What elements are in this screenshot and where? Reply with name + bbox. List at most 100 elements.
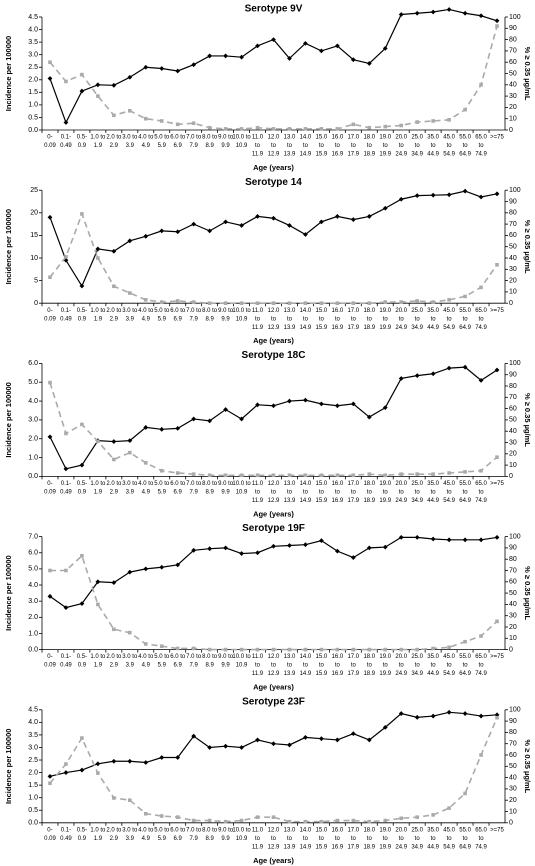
marker <box>415 299 419 303</box>
y2-tick-label: 50 <box>509 417 517 424</box>
x-tick-label: to <box>383 143 389 149</box>
marker <box>334 43 340 49</box>
marker <box>175 815 180 819</box>
x-tick-label: 0- <box>47 308 52 314</box>
x-tick-label: 14.0 <box>300 135 312 141</box>
marker <box>367 647 372 652</box>
marker <box>191 221 197 227</box>
x-axis-title: Age (years) <box>253 336 294 345</box>
chart-title: Serotype 23F <box>242 696 305 707</box>
x-tick-label: 0.9 <box>78 489 87 495</box>
marker <box>319 301 324 305</box>
x-tick-label: 45.0 <box>443 308 455 314</box>
marker <box>383 473 388 478</box>
x-tick-label: 15.9 <box>316 844 328 850</box>
marker <box>79 283 85 289</box>
marker <box>303 301 308 305</box>
x-tick-label: 12.9 <box>268 671 280 677</box>
x-tick-label: 14.0 <box>300 308 312 314</box>
x-tick-label: 12.0 <box>268 481 280 487</box>
y2-tick-label: 30 <box>509 266 517 273</box>
y2-tick-label: 0 <box>509 127 513 134</box>
marker <box>207 125 212 130</box>
y2-tick-label: 0 <box>509 646 513 653</box>
y-tick-label: 1.0 <box>28 454 38 461</box>
x-tick-label: to <box>447 143 453 149</box>
x-tick-label: to <box>431 143 437 149</box>
x-tick-label: 0.09 <box>44 836 56 842</box>
x-tick-label: 14.0 <box>300 654 312 660</box>
x-tick-label: to <box>287 316 293 322</box>
x-tick-label: 8.0 to <box>202 135 218 141</box>
marker <box>398 535 404 540</box>
marker <box>351 473 356 478</box>
x-tick-label: 5.9 <box>158 489 167 495</box>
marker <box>351 818 356 823</box>
x-tick-label: 18.9 <box>363 844 375 850</box>
marker <box>48 60 52 64</box>
y-tick-label: 2.5 <box>28 757 38 764</box>
marker <box>398 12 404 17</box>
x-tick-label: 11.9 <box>252 325 264 331</box>
x-tick-label: 0.5- <box>77 308 87 314</box>
y2-tick-label: 100 <box>509 360 521 367</box>
x-tick-label: 54.9 <box>443 498 455 504</box>
x-tick-label: 10.9 <box>236 663 248 669</box>
marker <box>239 416 244 422</box>
marker <box>351 647 356 652</box>
x-tick-label: 3.0 to <box>122 827 138 833</box>
x-tick-label: 7.0 to <box>186 481 202 487</box>
y2-tick-label: 80 <box>509 383 517 390</box>
marker <box>47 214 53 220</box>
y2-tick-label: 30 <box>509 93 517 100</box>
marker <box>128 450 132 455</box>
x-tick-label: 10.9 <box>236 316 248 322</box>
y-tick-label: 0.5 <box>28 114 38 121</box>
marker <box>143 642 148 646</box>
x-tick-label: to <box>271 316 277 322</box>
x-tick-label: 10.0 to <box>232 827 251 833</box>
x-tick-label: 65.0 <box>475 308 487 314</box>
y2-tick-label: 10 <box>509 289 517 296</box>
marker <box>463 791 467 796</box>
marker <box>207 418 213 424</box>
marker <box>175 68 181 74</box>
x-tick-label: 15.0 <box>316 308 328 314</box>
x-tick-label: to <box>303 143 309 149</box>
y-tick-label: 2.5 <box>28 64 38 71</box>
marker <box>303 397 308 403</box>
x-tick-label: 18.0 <box>363 654 375 660</box>
marker <box>287 301 292 305</box>
x-tick-label: 5.9 <box>158 316 167 322</box>
x-tick-label: to <box>303 663 309 669</box>
x-tick-label: 14.9 <box>300 498 312 504</box>
marker <box>111 439 117 444</box>
x-tick-label: to <box>415 489 421 495</box>
y2-tick-label: 90 <box>509 198 517 205</box>
x-tick-label: 10.0 to <box>232 308 251 314</box>
marker <box>287 742 292 748</box>
marker <box>159 755 165 760</box>
x-tick-label: to <box>463 489 469 495</box>
x-tick-label: 74.9 <box>475 498 487 504</box>
x-tick-label: 34.9 <box>411 498 423 504</box>
x-tick-label: 45.0 <box>443 827 455 833</box>
marker <box>366 414 372 420</box>
marker <box>430 192 436 198</box>
marker <box>143 298 148 302</box>
marker <box>207 546 213 552</box>
x-tick-label: 12.9 <box>268 152 280 158</box>
x-tick-label: 2.0 to <box>106 135 122 141</box>
marker <box>255 125 260 130</box>
marker <box>350 555 356 560</box>
y-tick-label: 2.0 <box>28 436 38 443</box>
marker <box>255 214 260 219</box>
marker <box>143 461 148 465</box>
x-tick-label: to <box>415 836 421 842</box>
x-tick-label: 7.9 <box>190 836 199 842</box>
x-tick-label: to <box>335 836 341 842</box>
x-tick-label: 5.9 <box>158 836 167 842</box>
x-tick-label: 13.9 <box>284 844 296 850</box>
x-tick-label: 1.0 to <box>90 481 106 487</box>
marker <box>47 773 53 779</box>
